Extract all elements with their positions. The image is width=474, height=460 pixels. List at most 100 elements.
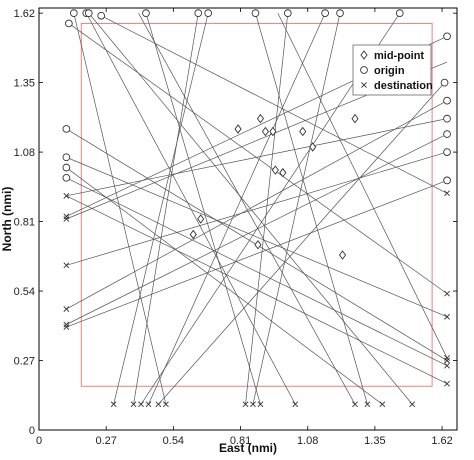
mid-point-marker xyxy=(256,113,265,124)
mid-point-marker xyxy=(309,142,317,152)
origin-marker xyxy=(62,125,71,133)
x-axis-ticks: 0 0.27 0.54 0.81 1.08 1.35 1.62 xyxy=(36,8,453,447)
destination-marker xyxy=(130,401,137,408)
track-segment xyxy=(68,23,448,294)
destination-marker xyxy=(257,401,264,408)
origin-marker xyxy=(336,9,344,17)
destination-marker xyxy=(292,401,299,408)
destination-marker xyxy=(444,357,450,364)
legend-entry-label: mid-point xyxy=(374,50,424,62)
origin-marker xyxy=(395,9,404,17)
track-segment xyxy=(255,13,368,405)
legend-entry-label: origin xyxy=(374,65,405,77)
origin-marker xyxy=(62,173,71,182)
y-tick-label: 0.81 xyxy=(14,217,35,229)
origin-marker xyxy=(443,96,451,105)
track-segment xyxy=(158,82,445,405)
destination-marker xyxy=(63,213,70,220)
destination-marker xyxy=(444,190,450,197)
destination-marker xyxy=(242,401,249,408)
origin-marker xyxy=(443,32,451,41)
legend-entry-label: destination xyxy=(374,80,433,92)
origin-marker xyxy=(142,9,150,17)
legend-circle-icon xyxy=(360,66,368,74)
destination-marker xyxy=(63,321,70,328)
mid-point-marker xyxy=(351,113,359,124)
destination-marker xyxy=(110,401,117,408)
destination-marker xyxy=(138,401,144,408)
destination-marker xyxy=(444,290,450,297)
destination-marker xyxy=(63,306,70,312)
track-segment xyxy=(148,13,326,405)
destination-marker xyxy=(145,401,152,408)
destination-marker xyxy=(155,401,162,408)
origin-marker xyxy=(443,130,451,138)
mid-point-marker xyxy=(271,165,279,175)
track-segment xyxy=(73,13,167,405)
origin-marker xyxy=(443,114,451,123)
origin-marker xyxy=(65,19,73,28)
x-tick-label: 1.35 xyxy=(364,435,385,447)
origin-marker xyxy=(69,9,78,17)
legend-diamond-icon xyxy=(360,50,368,60)
destination-marker xyxy=(444,362,450,369)
origin-marker xyxy=(251,9,260,17)
destination-marker xyxy=(379,401,386,408)
y-tick-label: 0.54 xyxy=(14,286,35,298)
destination-marker xyxy=(250,401,256,408)
track-segment xyxy=(113,13,209,405)
destination-marker xyxy=(444,380,450,387)
plot-frame xyxy=(38,7,458,431)
x-tick-label: 0.27 xyxy=(95,435,116,447)
mid-point-marker xyxy=(189,229,197,240)
track-segment xyxy=(145,13,261,405)
destination-marker xyxy=(63,262,70,269)
y-tick-label: 1.08 xyxy=(14,147,35,159)
mid-point-marker xyxy=(261,126,269,137)
x-tick-label: 0.54 xyxy=(163,435,184,447)
origin-marker xyxy=(194,9,203,17)
track-segment xyxy=(245,13,289,405)
origin-marker xyxy=(97,11,106,20)
mid-point-marker xyxy=(234,124,242,134)
track-segment xyxy=(133,13,199,405)
track-segment xyxy=(66,133,448,325)
origin-marker xyxy=(440,78,449,87)
origin-marker xyxy=(443,176,451,185)
destination-marker xyxy=(409,401,416,408)
mid-point-marker xyxy=(254,239,262,250)
mid-point-marker xyxy=(338,250,347,260)
destination-marker xyxy=(63,324,70,330)
mid-point-marker xyxy=(279,167,287,178)
destination-marker xyxy=(63,216,70,222)
track-segment xyxy=(66,100,448,310)
x-tick-label: 1.62 xyxy=(431,435,452,447)
track-segment xyxy=(252,13,341,405)
origin-marker xyxy=(62,163,71,172)
destination-marker xyxy=(162,401,169,408)
track-segment xyxy=(66,167,383,405)
origin-marker xyxy=(62,153,71,162)
track-segment xyxy=(85,12,296,405)
track-segment xyxy=(66,156,448,318)
track-segment xyxy=(66,118,448,197)
legend: mid-point origin destination xyxy=(352,44,433,96)
y-tick-label: 1.62 xyxy=(14,8,35,20)
destination-marker xyxy=(444,313,450,320)
track-segment xyxy=(66,195,448,384)
origin-marker xyxy=(321,9,329,17)
mid-point-marker xyxy=(269,126,277,137)
destination-marker xyxy=(352,401,358,408)
legend-cross-icon xyxy=(361,82,367,88)
mid-point-marker xyxy=(197,214,205,224)
y-axis-ticks: 0 0.27 0.54 0.81 1.08 1.35 1.62 xyxy=(14,8,457,437)
y-tick-label: 0 xyxy=(29,425,35,437)
track-segment xyxy=(88,12,413,405)
x-tick-label: 0 xyxy=(36,435,42,447)
track-segment xyxy=(66,180,448,328)
destination-marker xyxy=(364,401,371,408)
origin-marker xyxy=(84,9,93,17)
track-segment xyxy=(66,151,448,266)
track-segment xyxy=(101,15,448,194)
